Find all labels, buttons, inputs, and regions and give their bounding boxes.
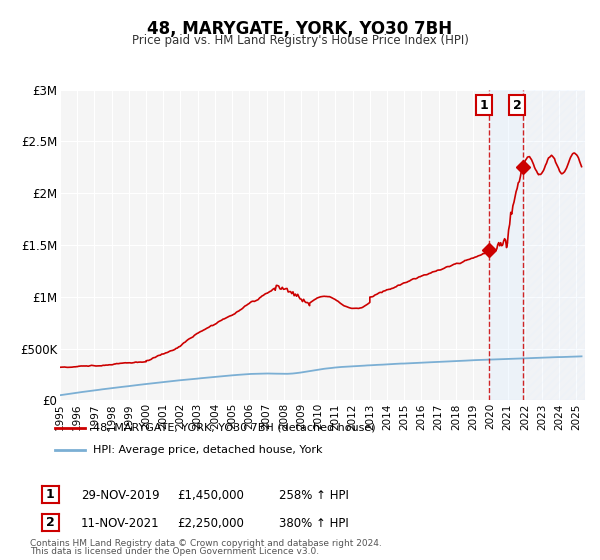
Text: 2: 2 — [513, 99, 522, 111]
Text: Contains HM Land Registry data © Crown copyright and database right 2024.: Contains HM Land Registry data © Crown c… — [30, 539, 382, 548]
Text: Price paid vs. HM Land Registry's House Price Index (HPI): Price paid vs. HM Land Registry's House … — [131, 34, 469, 46]
Text: 258% ↑ HPI: 258% ↑ HPI — [279, 489, 349, 502]
Text: 2: 2 — [46, 516, 55, 529]
Text: £2,250,000: £2,250,000 — [177, 517, 244, 530]
Bar — [523, 90, 585, 400]
Text: 1: 1 — [46, 488, 55, 501]
Text: This data is licensed under the Open Government Licence v3.0.: This data is licensed under the Open Gov… — [30, 547, 319, 556]
Text: £1,450,000: £1,450,000 — [177, 489, 244, 502]
Text: 1: 1 — [479, 99, 488, 111]
Bar — [489, 90, 523, 400]
Text: 48, MARYGATE, YORK, YO30 7BH (detached house): 48, MARYGATE, YORK, YO30 7BH (detached h… — [92, 423, 375, 433]
Text: 380% ↑ HPI: 380% ↑ HPI — [279, 517, 349, 530]
Text: 48, MARYGATE, YORK, YO30 7BH: 48, MARYGATE, YORK, YO30 7BH — [148, 20, 452, 38]
Text: 11-NOV-2021: 11-NOV-2021 — [81, 517, 160, 530]
Text: HPI: Average price, detached house, York: HPI: Average price, detached house, York — [92, 445, 322, 455]
Text: 29-NOV-2019: 29-NOV-2019 — [81, 489, 160, 502]
